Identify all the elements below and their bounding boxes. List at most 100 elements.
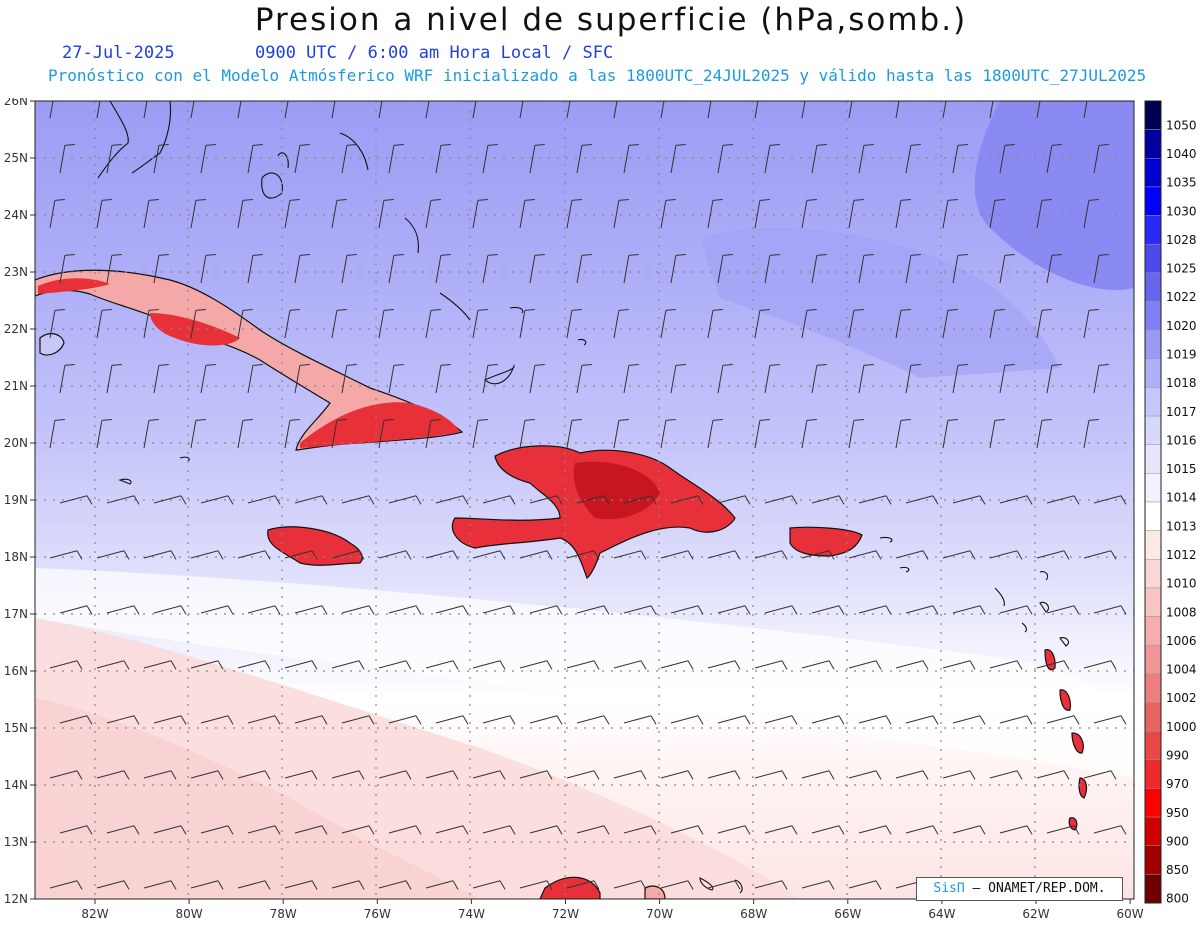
puerto-rico [789,526,863,557]
lat-label: 13N [4,835,28,849]
colorbar-swatch [1144,559,1162,589]
lat-label: 26N [4,98,28,108]
colorbar-swatch [1144,215,1162,245]
lon-label: 68W [740,907,767,921]
lat-label: 19N [4,493,28,507]
colorbar-label: 850 [1166,863,1189,877]
lat-label: 14N [4,778,28,792]
lon-label: 74W [458,907,485,921]
credit-org: – ONAMET/REP.DOM. [972,881,1106,896]
lon-label: 80W [176,907,203,921]
lon-label: 72W [552,907,579,921]
colorbar-swatch [1144,616,1162,646]
lon-label: 78W [270,907,297,921]
colorbar-swatch [1144,759,1162,789]
lon-label: 70W [646,907,673,921]
pressure-map: 26N 25N 24N 23N 22N 21N 20N 19N 18N 17N 16N 15N 14N 1… [4,98,1197,921]
colorbar-label: 1019 [1166,347,1197,361]
credit-box: SisΠ – ONAMET/REP.DOM. [916,877,1123,901]
latitude-axis: 26N 25N 24N 23N 22N 21N 20N 19N 18N 17N 16N 15N 14N 1… [4,98,35,906]
colorbar-label: 1000 [1166,720,1197,734]
colorbar-label: 1016 [1166,433,1197,447]
lat-label: 17N [4,607,28,621]
colorbar-label: 1013 [1166,519,1197,533]
colorbar-label: 1017 [1166,405,1197,419]
colorbar-label: 1004 [1166,663,1197,677]
lat-label: 25N [4,151,28,165]
colorbar-label: 1025 [1166,262,1197,276]
lon-label: 66W [834,907,861,921]
colorbar-label: 1030 [1166,204,1197,218]
colorbar-label: 1015 [1166,462,1197,476]
lat-label: 21N [4,379,28,393]
colorbar-label: 1020 [1166,319,1197,333]
lat-label: 24N [4,208,28,222]
colorbar-label: 1006 [1166,634,1197,648]
lat-label: 15N [4,721,28,735]
lat-label: 20N [4,436,28,450]
lon-label: 82W [81,907,108,921]
lat-label: 12N [4,892,28,906]
colorbar-swatch [1144,415,1162,445]
colorbar-swatch [1144,816,1162,846]
valid-time: 0900 UTC / 6:00 am Hora Local / SFC [255,43,614,63]
lat-label: 16N [4,664,28,678]
colorbar-swatch [1144,874,1162,904]
chart-title: Presion a nivel de superficie (hPa,somb.… [254,2,968,38]
isla-juventud [39,333,65,356]
longitude-axis: 82W 80W 78W 76W 74W 72W 70W 68W 66W 64W 62W 60W [81,899,1144,921]
colorbar-label: 1040 [1166,147,1197,161]
bahamas-coastline [97,101,1069,894]
colorbar-label: 1014 [1166,491,1197,505]
lat-label: 22N [4,322,28,336]
lat-label: 23N [4,265,28,279]
lon-label: 62W [1022,907,1049,921]
colorbar-swatch [1144,100,1162,130]
colorbar-label: 1002 [1166,691,1197,705]
colorbar-label: 1008 [1166,605,1197,619]
lon-label: 60W [1117,907,1144,921]
colorbar-label: 990 [1166,748,1189,762]
forecast-date: 27-Jul-2025 [62,43,175,63]
colorbar-swatch [1144,730,1162,761]
colorbar-label: 1018 [1166,376,1197,390]
colorbar-swatch [1144,272,1162,302]
colorbar-swatch [1144,358,1162,388]
colorbar-label: 1035 [1166,176,1197,190]
colorbar-swatch [1144,301,1162,331]
colorbar-swatch [1144,788,1162,818]
lon-label: 64W [928,907,955,921]
high-pressure-area [974,101,1134,290]
colorbar-label: 1028 [1166,233,1197,247]
colorbar-label: 950 [1166,806,1189,820]
colorbar-swatch [1144,587,1162,617]
colorbar-label: 1012 [1166,548,1197,562]
model-info: Pronóstico con el Modelo Atmósferico WRF… [48,66,1147,85]
colorbar-swatch [1144,129,1162,159]
colorbar-swatch [1144,243,1162,274]
lon-label: 76W [364,907,391,921]
colorbar-swatch [1144,329,1162,360]
colorbar-swatch [1144,644,1162,675]
colorbar-swatch [1144,158,1162,188]
wind-barbs [49,101,1127,890]
jamaica [267,526,363,566]
colorbar-swatch [1144,473,1162,503]
colorbar-swatch [1144,444,1162,474]
colorbar-swatch [1144,530,1162,560]
colorbar-swatch [1144,673,1162,703]
colorbar: 1050 1040 1035 1030 1028 1025 1022 1020 1019 1018… [1144,100,1197,906]
colorbar-swatch [1144,845,1162,875]
colorbar-label: 1050 [1166,118,1197,132]
lat-label: 18N [4,550,28,564]
colorbar-swatch [1144,186,1162,216]
colorbar-label: 800 [1166,892,1189,906]
colorbar-swatch [1144,501,1162,531]
colorbar-swatch [1144,702,1162,732]
colorbar-swatch [1144,387,1162,417]
colorbar-label: 970 [1166,777,1189,791]
colorbar-label: 900 [1166,834,1189,848]
land-masses [35,269,1088,899]
colorbar-label: 1022 [1166,290,1197,304]
lat-lon-grid [35,101,1134,899]
